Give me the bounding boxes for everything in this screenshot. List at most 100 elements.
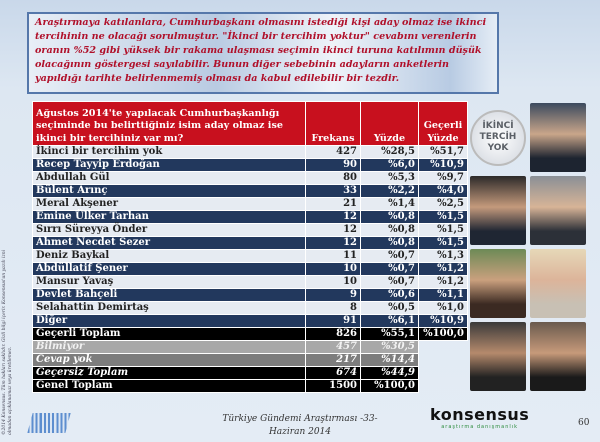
row-yuzde: %0,8: [360, 236, 419, 250]
row-label: Geçersiz Toplam: [32, 366, 306, 380]
header-gecerli-yuzde: Geçerli Yüzde: [418, 101, 468, 146]
footer-line-1: Türkiye Gündemi Araştırması -33-: [222, 414, 378, 424]
row-label: Deniz Baykal: [32, 249, 306, 263]
row-yuzde: %30,5: [360, 340, 419, 354]
table-row: Genel Toplam 1500 %100,0: [32, 379, 468, 393]
row-yuzde: %55,1: [360, 327, 419, 341]
row-gecerli-yuzde: %100,0: [418, 327, 468, 341]
row-gecerli-yuzde: %1,5: [418, 223, 468, 237]
row-yuzde: %5,3: [360, 171, 419, 185]
header-yuzde: Yüzde: [360, 101, 419, 146]
table-row: Emine Ülker Tarhan 12 %0,8 %1,5: [32, 210, 468, 224]
row-label: Recep Tayyip Erdoğan: [32, 158, 306, 172]
row-label: Mansur Yavaş: [32, 275, 306, 289]
summary-note: Araştırmaya katılanlara, Cumhurbaşkanı o…: [27, 12, 499, 94]
row-label: Devlet Bahçeli: [32, 288, 306, 302]
candidate-photo: [530, 322, 586, 391]
row-gecerli-yuzde: %10,9: [418, 158, 468, 172]
row-frekans: 826: [305, 327, 361, 341]
row-frekans: 457: [305, 340, 361, 354]
row-frekans: 12: [305, 236, 361, 250]
table-row: Devlet Bahçeli 9 %0,6 %1,1: [32, 288, 468, 302]
table-row: Abdullah Gül 80 %5,3 %9,7: [32, 171, 468, 185]
table-row: Deniz Baykal 11 %0,7 %1,3: [32, 249, 468, 263]
row-yuzde: %44,9: [360, 366, 419, 380]
row-frekans: 10: [305, 275, 361, 289]
konsensus-logo: konsensus araştırma danışmanlık: [430, 406, 529, 431]
row-frekans: 1500: [305, 379, 361, 393]
table-row: Ahmet Necdet Sezer 12 %0,8 %1,5: [32, 236, 468, 250]
no-second-choice-badge: İKİNCİ TERCİH YOK: [470, 103, 526, 172]
table-row: Mansur Yavaş 10 %0,7 %1,2: [32, 275, 468, 289]
row-yuzde: %1,4: [360, 197, 419, 211]
row-label: Meral Akşener: [32, 197, 306, 211]
table-row: Selahattin Demirtaş 8 %0,5 %1,0: [32, 301, 468, 315]
table-row: Geçerli Toplam 826 %55,1 %100,0: [32, 327, 468, 341]
row-frekans: 9: [305, 288, 361, 302]
row-frekans: 674: [305, 366, 361, 380]
row-yuzde: %0,6: [360, 288, 419, 302]
row-label: Abdüllatif Şener: [32, 262, 306, 276]
brand-subtitle: araştırma danışmanlık: [441, 424, 519, 430]
row-gecerli-yuzde: %1,2: [418, 262, 468, 276]
table-row: Bülent Arınç 33 %2,2 %4,0: [32, 184, 468, 198]
candidate-photo: [530, 103, 586, 172]
copyright-note: ©2014 Konsensus. Tüm hakları saklıdır. G…: [2, 249, 13, 435]
row-yuzde: %0,7: [360, 262, 419, 276]
row-label: Selahattin Demirtaş: [32, 301, 306, 315]
row-yuzde: %0,8: [360, 223, 419, 237]
row-yuzde: %6,0: [360, 158, 419, 172]
header-frekans: Frekans: [305, 101, 361, 146]
results-table: Ağustos 2014'te yapılacak Cumhurbaşkanlı…: [32, 101, 468, 393]
row-frekans: 217: [305, 353, 361, 367]
empty-cell: [419, 354, 468, 367]
row-label: Bilmiyor: [32, 340, 306, 354]
candidate-photos: İKİNCİ TERCİH YOK: [470, 103, 586, 391]
row-frekans: 11: [305, 249, 361, 263]
footer-line-2: Haziran 2014: [268, 427, 332, 437]
page-number: 60: [578, 418, 590, 428]
table-row: Abdüllatif Şener 10 %0,7 %1,2: [32, 262, 468, 276]
row-label: Abdullah Gül: [32, 171, 306, 185]
empty-cell: [419, 380, 468, 393]
question-header: Ağustos 2014'te yapılacak Cumhurbaşkanlı…: [32, 101, 306, 146]
row-frekans: 12: [305, 223, 361, 237]
row-label: Ahmet Necdet Sezer: [32, 236, 306, 250]
table-header: Ağustos 2014'te yapılacak Cumhurbaşkanlı…: [32, 101, 468, 146]
table-row: Diğer 91 %6,1 %10,9: [32, 314, 468, 328]
table-row: Meral Akşener 21 %1,4 %2,5: [32, 197, 468, 211]
row-frekans: 80: [305, 171, 361, 185]
row-gecerli-yuzde: %1,0: [418, 301, 468, 315]
row-yuzde: %100,0: [360, 379, 419, 393]
row-frekans: 12: [305, 210, 361, 224]
row-label: Diğer: [32, 314, 306, 328]
empty-cell: [419, 341, 468, 354]
row-gecerli-yuzde: %2,5: [418, 197, 468, 211]
row-label: Bülent Arınç: [32, 184, 306, 198]
candidate-photo: [470, 322, 526, 391]
row-frekans: 427: [305, 145, 361, 159]
row-label: Genel Toplam: [32, 379, 306, 393]
brand-name: konsensus: [430, 405, 530, 424]
table-row: Cevap yok 217 %14,4: [32, 353, 468, 367]
candidate-photo: [470, 249, 526, 318]
table-row: Recep Tayyip Erdoğan 90 %6,0 %10,9: [32, 158, 468, 172]
row-yuzde: %0,7: [360, 249, 419, 263]
footer-title: Türkiye Gündemi Araştırması -33- Haziran …: [190, 413, 410, 439]
row-label: Sırrı Süreyya Önder: [32, 223, 306, 237]
row-yuzde: %2,2: [360, 184, 419, 198]
candidate-photo: [530, 176, 586, 245]
row-gecerli-yuzde: %4,0: [418, 184, 468, 198]
row-gecerli-yuzde: %1,3: [418, 249, 468, 263]
row-label: Geçerli Toplam: [32, 327, 306, 341]
table-row: Geçersiz Toplam 674 %44,9: [32, 366, 468, 380]
row-frekans: 8: [305, 301, 361, 315]
row-gecerli-yuzde: %1,1: [418, 288, 468, 302]
row-frekans: 33: [305, 184, 361, 198]
row-yuzde: %14,4: [360, 353, 419, 367]
row-gecerli-yuzde: %9,7: [418, 171, 468, 185]
candidate-photo: [530, 249, 586, 318]
table-row: Sırrı Süreyya Önder 12 %0,8 %1,5: [32, 223, 468, 237]
candidate-photo: [470, 176, 526, 245]
row-gecerli-yuzde: %1,2: [418, 275, 468, 289]
